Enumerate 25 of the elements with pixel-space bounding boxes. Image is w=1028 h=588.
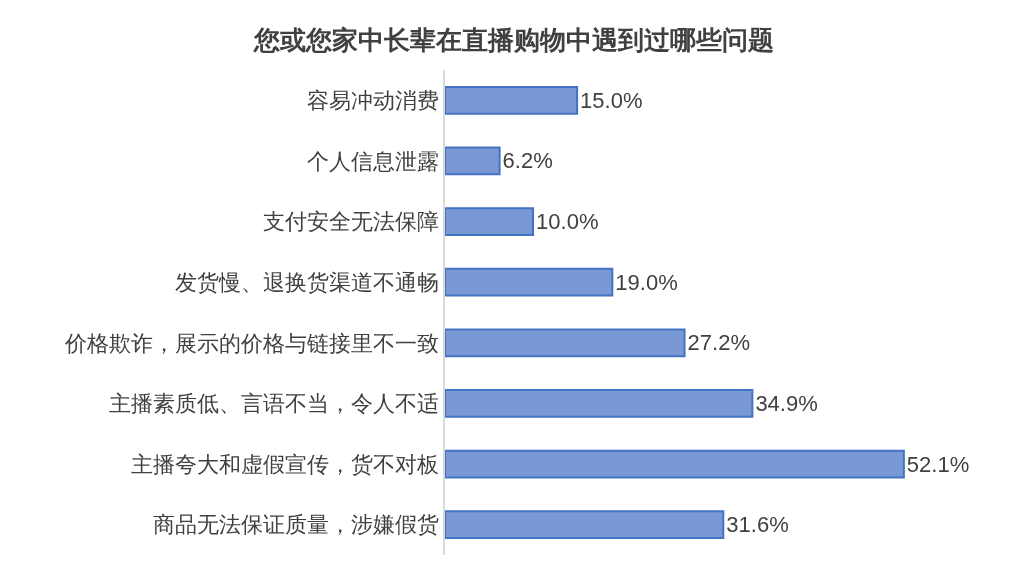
y-tick-label: 支付安全无法保障 <box>262 209 439 235</box>
data-label: 10.0% <box>536 209 599 235</box>
bar <box>445 207 535 236</box>
data-label: 27.2% <box>687 330 750 356</box>
bar <box>445 510 725 540</box>
bar <box>445 449 905 479</box>
y-tick-label: 容易冲动消费 <box>306 88 439 114</box>
bar <box>445 85 579 115</box>
data-label: 52.1% <box>906 451 970 477</box>
data-label: 6.2% <box>502 148 553 174</box>
y-tick-label: 发货慢、退换货渠道不通畅 <box>174 269 439 295</box>
data-label: 15.0% <box>580 87 643 113</box>
y-tick-label: 商品无法保证质量，涉嫌假货 <box>152 512 439 538</box>
y-tick-label: 个人信息泄露 <box>306 148 439 174</box>
bar <box>445 389 754 418</box>
data-label: 19.0% <box>615 269 678 295</box>
bar <box>445 267 614 297</box>
y-tick-label: 价格欺诈，展示的价格与链接里不一致 <box>63 330 439 356</box>
data-label: 34.9% <box>755 390 818 416</box>
y-tick-label: 主播夸大和虚假宣传，货不对板 <box>130 451 439 477</box>
data-label: 31.6% <box>726 512 789 538</box>
bar <box>445 328 686 358</box>
y-tick-label: 主播素质低、言语不当，令人不适 <box>108 391 439 417</box>
chart-title: 您或您家中长辈在直播购物中遇到过哪些问题 <box>253 25 774 56</box>
bar <box>445 146 501 176</box>
